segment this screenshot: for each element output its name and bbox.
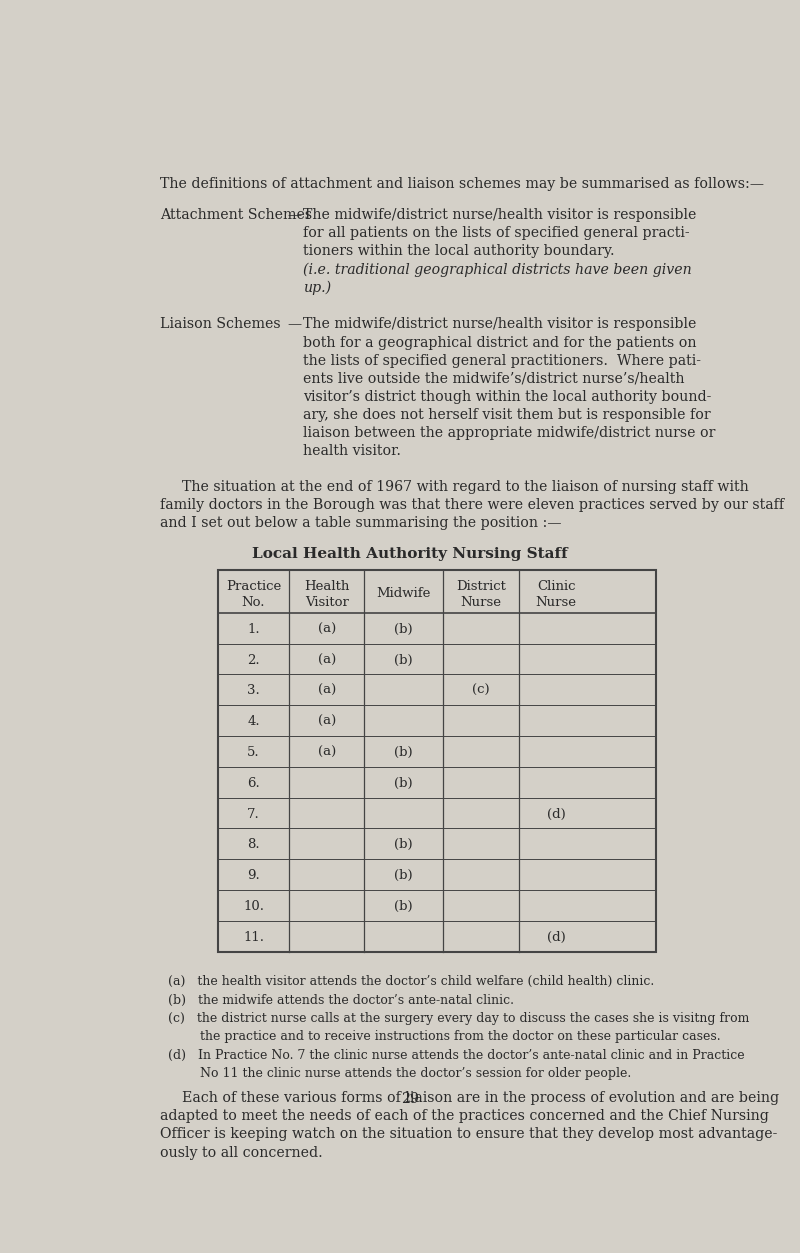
- Text: (d)   In Practice No. 7 the clinic nurse attends the doctor’s ante-natal clinic : (d) In Practice No. 7 the clinic nurse a…: [168, 1049, 745, 1063]
- Text: (i.e. traditional geographical districts have been given: (i.e. traditional geographical districts…: [303, 262, 692, 277]
- Text: 3.: 3.: [247, 684, 260, 698]
- Text: Local Health Authority Nursing Staff: Local Health Authority Nursing Staff: [252, 546, 568, 560]
- Text: No 11 the clinic nurse attends the doctor’s session for older people.: No 11 the clinic nurse attends the docto…: [168, 1066, 631, 1080]
- Text: Each of these various forms of liaison are in the process of evolution and are b: Each of these various forms of liaison a…: [182, 1091, 779, 1105]
- Text: (a): (a): [318, 623, 336, 635]
- Text: the lists of specified general practitioners.  Where pati-: the lists of specified general practitio…: [303, 353, 701, 367]
- Text: (b): (b): [394, 838, 413, 851]
- Text: 9.: 9.: [247, 870, 260, 882]
- Text: The midwife/district nurse/health visitor is responsible: The midwife/district nurse/health visito…: [303, 317, 697, 332]
- Text: —: —: [287, 208, 302, 222]
- Text: No.: No.: [242, 596, 266, 609]
- Text: (a): (a): [318, 684, 336, 698]
- Text: Health: Health: [304, 580, 350, 593]
- Text: 11.: 11.: [243, 931, 264, 944]
- Text: tioners within the local authority boundary.: tioners within the local authority bound…: [303, 244, 614, 258]
- Text: (b): (b): [394, 623, 413, 635]
- Text: Attachment Schemes: Attachment Schemes: [161, 208, 313, 222]
- Text: Nurse: Nurse: [461, 596, 502, 609]
- Text: (b)   the midwife attends the doctor’s ante-natal clinic.: (b) the midwife attends the doctor’s ant…: [168, 994, 514, 1006]
- Text: (a)   the health visitor attends the doctor’s child welfare (child health) clini: (a) the health visitor attends the docto…: [168, 975, 654, 987]
- Text: Officer is keeping watch on the situation to ensure that they develop most advan: Officer is keeping watch on the situatio…: [161, 1128, 778, 1141]
- Text: (a): (a): [318, 746, 336, 759]
- Text: (b): (b): [394, 746, 413, 759]
- Text: —: —: [287, 317, 302, 332]
- Text: (d): (d): [546, 807, 566, 821]
- Text: The situation at the end of 1967 with regard to the liaison of nursing staff wit: The situation at the end of 1967 with re…: [182, 480, 749, 494]
- Text: (c)   the district nurse calls at the surgery every day to discuss the cases she: (c) the district nurse calls at the surg…: [168, 1012, 750, 1025]
- Text: (b): (b): [394, 900, 413, 913]
- Text: adapted to meet the needs of each of the practices concerned and the Chief Nursi: adapted to meet the needs of each of the…: [161, 1109, 770, 1124]
- Text: up.): up.): [303, 281, 331, 294]
- Text: (d): (d): [546, 931, 566, 944]
- Text: 1.: 1.: [247, 623, 260, 635]
- Text: 29: 29: [401, 1093, 419, 1106]
- Text: and I set out below a table summarising the position :—: and I set out below a table summarising …: [161, 516, 562, 530]
- Text: 6.: 6.: [247, 777, 260, 789]
- Text: ary, she does not herself visit them but is responsible for: ary, she does not herself visit them but…: [303, 408, 710, 422]
- Text: family doctors in the Borough was that there were eleven practices served by our: family doctors in the Borough was that t…: [161, 497, 785, 511]
- Text: 10.: 10.: [243, 900, 264, 913]
- Text: (a): (a): [318, 715, 336, 728]
- Text: health visitor.: health visitor.: [303, 444, 401, 459]
- Text: Practice: Practice: [226, 580, 281, 593]
- Text: Clinic: Clinic: [537, 580, 575, 593]
- Text: (c): (c): [472, 684, 490, 698]
- Text: liaison between the appropriate midwife/district nurse or: liaison between the appropriate midwife/…: [303, 426, 715, 440]
- Text: (b): (b): [394, 870, 413, 882]
- Text: ents live outside the midwife’s/district nurse’s/health: ents live outside the midwife’s/district…: [303, 372, 685, 386]
- Text: 2.: 2.: [247, 654, 260, 667]
- Text: the practice and to receive instructions from the doctor on these particular cas: the practice and to receive instructions…: [168, 1030, 721, 1042]
- Text: for all patients on the lists of specified general practi-: for all patients on the lists of specifi…: [303, 227, 690, 241]
- Bar: [218, 570, 657, 951]
- Text: visitor’s district though within the local authority bound-: visitor’s district though within the loc…: [303, 390, 711, 403]
- Text: District: District: [456, 580, 506, 593]
- Text: 4.: 4.: [247, 715, 260, 728]
- Text: Liaison Schemes: Liaison Schemes: [161, 317, 281, 332]
- Text: (b): (b): [394, 777, 413, 789]
- Text: Visitor: Visitor: [305, 596, 349, 609]
- Text: 8.: 8.: [247, 838, 260, 851]
- Text: The midwife/district nurse/health visitor is responsible: The midwife/district nurse/health visito…: [303, 208, 697, 222]
- Text: 5.: 5.: [247, 746, 260, 759]
- Text: ously to all concerned.: ously to all concerned.: [161, 1145, 323, 1159]
- Text: The definitions of attachment and liaison schemes may be summarised as follows:—: The definitions of attachment and liaiso…: [161, 178, 765, 192]
- Text: (b): (b): [394, 654, 413, 667]
- Text: both for a geographical district and for the patients on: both for a geographical district and for…: [303, 336, 697, 350]
- Text: 7.: 7.: [247, 807, 260, 821]
- Text: Nurse: Nurse: [535, 596, 577, 609]
- Text: (a): (a): [318, 654, 336, 667]
- Text: Midwife: Midwife: [377, 586, 431, 600]
